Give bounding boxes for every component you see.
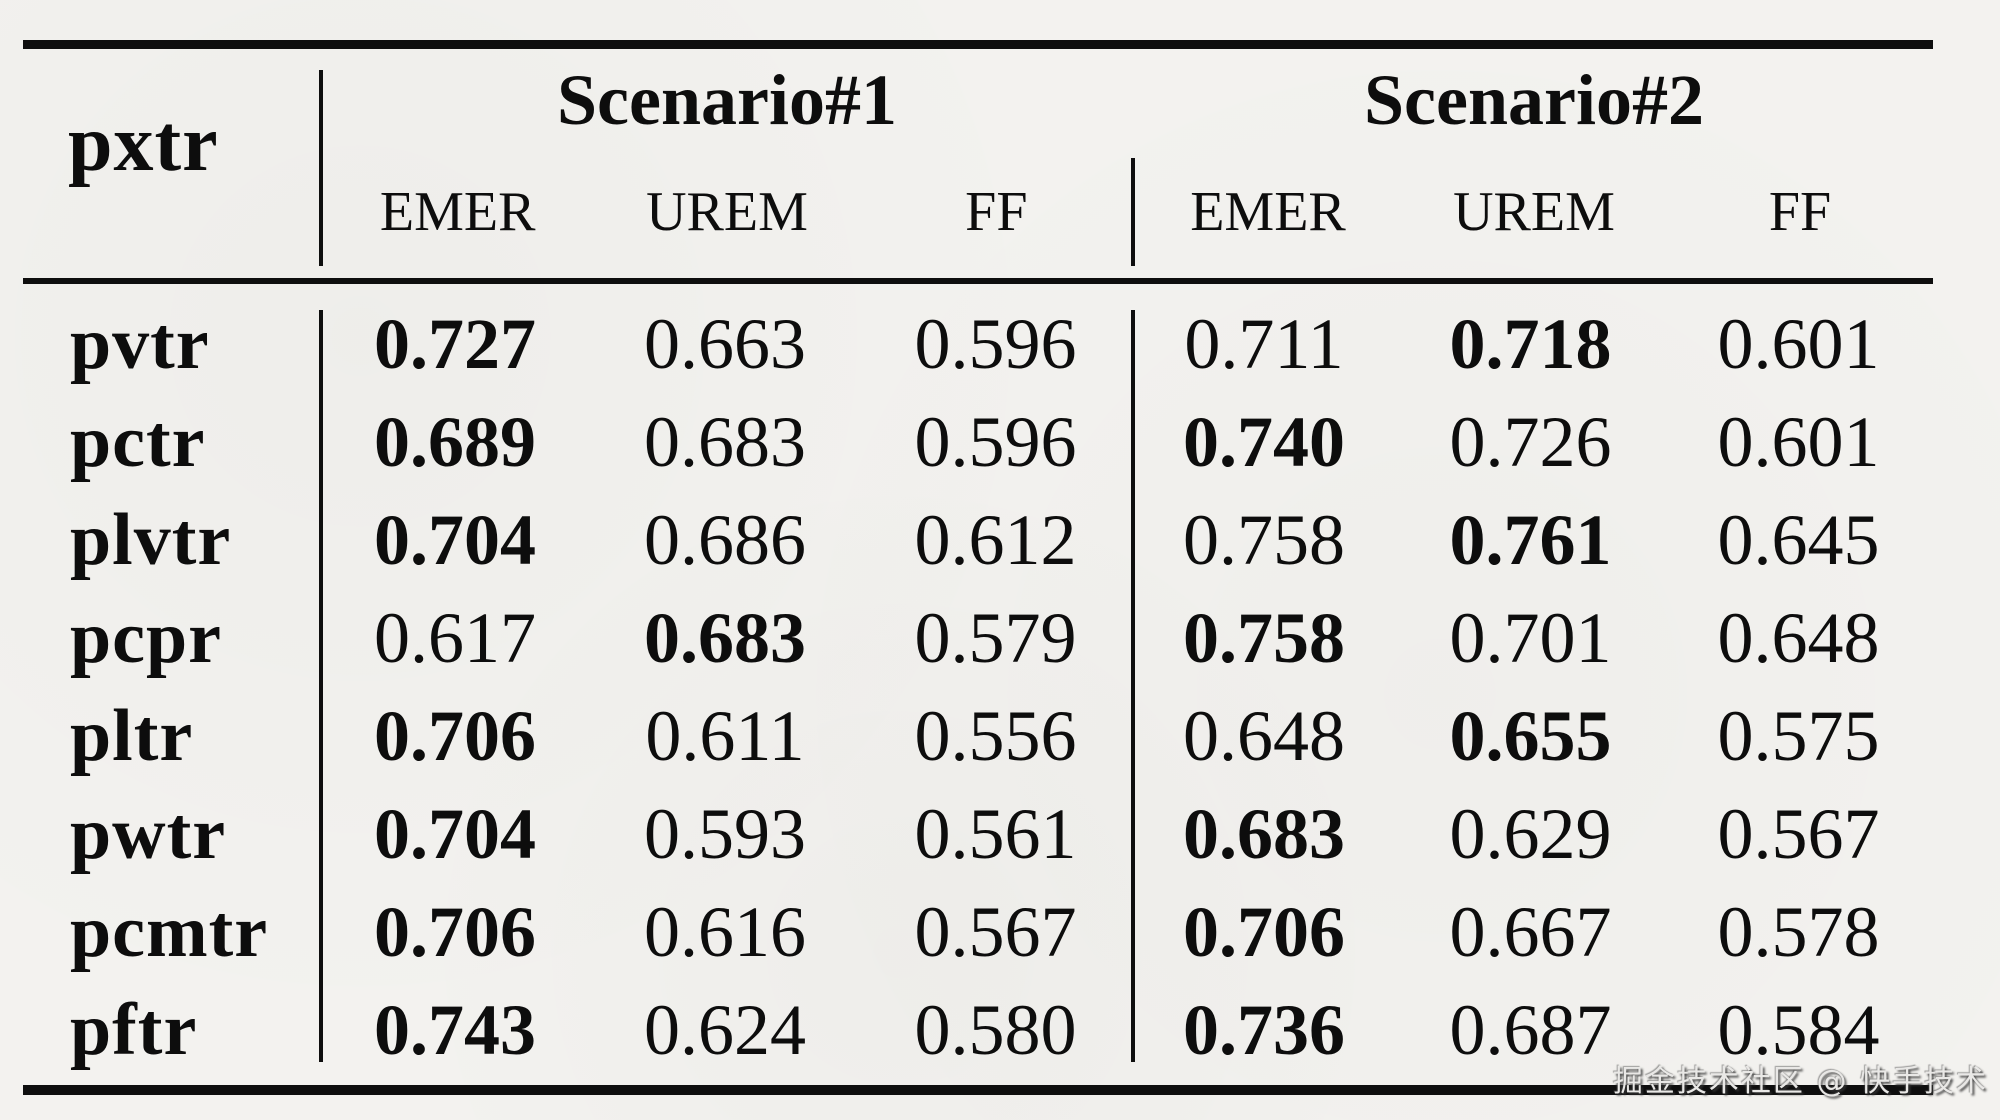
table-cell: 0.704 <box>374 500 536 580</box>
table-cell: 0.736 <box>1183 990 1345 1070</box>
row-label: pwtr <box>70 793 227 875</box>
corner-header-pxtr: pxtr <box>68 100 219 188</box>
table-cell: 0.718 <box>1449 304 1612 384</box>
subheader-row-scenario1: EMER UREM FF <box>323 184 1131 240</box>
table-cell: 0.726 <box>1449 402 1612 482</box>
table-cell: 0.601 <box>1717 304 1880 384</box>
row-label: pftr <box>70 989 198 1071</box>
table-cell: 0.580 <box>914 990 1077 1070</box>
col-header-ff-s1: FF <box>965 181 1028 243</box>
row-label: plvtr <box>70 499 232 581</box>
table-cell: 0.655 <box>1449 696 1612 776</box>
table-cell: 0.575 <box>1717 696 1880 776</box>
table-cell: 0.596 <box>914 402 1077 482</box>
header-separator-rule <box>23 278 1933 284</box>
table-cell: 0.704 <box>374 794 536 874</box>
table-cell: 0.687 <box>1449 990 1612 1070</box>
table-cell: 0.645 <box>1717 500 1880 580</box>
table-row: pctr 0.689 0.683 0.596 0.740 0.726 0.601 <box>23 393 1933 491</box>
table-cell: 0.740 <box>1183 402 1345 482</box>
bottom-rule <box>23 1085 1933 1095</box>
col-header-ff-s2: FF <box>1768 181 1832 243</box>
watermark: 掘金技术社区 @ 快手技术 <box>1612 1064 1988 1099</box>
table-row: pftr 0.743 0.624 0.580 0.736 0.687 0.584 <box>23 981 1933 1079</box>
table-row: pcmtr 0.706 0.616 0.567 0.706 0.667 0.578 <box>23 883 1933 981</box>
col-header-urem-s2: UREM <box>1453 181 1615 243</box>
table-row: pvtr 0.727 0.663 0.596 0.711 0.718 0.601 <box>23 295 1933 393</box>
table-cell: 0.706 <box>1183 892 1345 972</box>
col-header-urem-s1: UREM <box>646 181 808 243</box>
table-cell: 0.617 <box>374 598 536 678</box>
top-rule <box>23 40 1933 49</box>
table-cell: 0.556 <box>914 696 1077 776</box>
table-cell: 0.616 <box>644 892 806 972</box>
table-cell: 0.701 <box>1449 598 1612 678</box>
col-header-emer-s1: EMER <box>379 181 536 243</box>
table-cell: 0.624 <box>644 990 806 1070</box>
table-cell: 0.629 <box>1449 794 1612 874</box>
table-cell: 0.683 <box>644 402 806 482</box>
vertical-divider-left-header <box>319 70 323 266</box>
table-cell: 0.567 <box>1717 794 1880 874</box>
vertical-divider-middle-body <box>1131 310 1135 1062</box>
table-cell: 0.706 <box>374 696 536 776</box>
group-header-scenario1: Scenario#1 <box>557 60 897 140</box>
table-cell: 0.567 <box>914 892 1077 972</box>
table-cell: 0.561 <box>914 794 1077 874</box>
table-cell: 0.593 <box>644 794 806 874</box>
table-cell: 0.683 <box>644 598 806 678</box>
table-cell: 0.648 <box>1183 696 1345 776</box>
table-cell: 0.706 <box>374 892 536 972</box>
table-cell: 0.579 <box>914 598 1077 678</box>
table-row: pwtr 0.704 0.593 0.561 0.683 0.629 0.567 <box>23 785 1933 883</box>
vertical-divider-left-body <box>319 310 323 1062</box>
table-cell: 0.743 <box>374 990 536 1070</box>
table-cell: 0.758 <box>1183 500 1345 580</box>
table-cell: 0.612 <box>914 500 1077 580</box>
vertical-divider-middle-header <box>1131 158 1135 266</box>
table-cell: 0.711 <box>1184 304 1344 384</box>
table-cell: 0.601 <box>1717 402 1880 482</box>
row-label: pvtr <box>70 303 210 385</box>
row-label: pctr <box>70 401 206 483</box>
table-cell: 0.758 <box>1183 598 1345 678</box>
table-cell: 0.761 <box>1449 500 1612 580</box>
table-body: pvtr 0.727 0.663 0.596 0.711 0.718 0.601 pctr… <box>23 295 1933 1079</box>
group-header-scenario2: Scenario#2 <box>1364 60 1704 140</box>
subheader-row-scenario2: EMER UREM FF <box>1135 184 1933 240</box>
table-cell: 0.667 <box>1449 892 1612 972</box>
table-cell: 0.578 <box>1717 892 1880 972</box>
row-label: pcmtr <box>70 891 269 973</box>
table-cell: 0.727 <box>374 304 536 384</box>
table-row: pcpr 0.617 0.683 0.579 0.758 0.701 0.648 <box>23 589 1933 687</box>
table-cell: 0.663 <box>644 304 806 384</box>
table-cell: 0.596 <box>914 304 1077 384</box>
col-header-emer-s2: EMER <box>1190 181 1346 243</box>
table-cell: 0.584 <box>1717 990 1880 1070</box>
table-cell: 0.689 <box>374 402 536 482</box>
row-label: pcpr <box>70 597 222 679</box>
table-row: pltr 0.706 0.611 0.556 0.648 0.655 0.575 <box>23 687 1933 785</box>
table-row: plvtr 0.704 0.686 0.612 0.758 0.761 0.645 <box>23 491 1933 589</box>
table-cell: 0.611 <box>645 696 805 776</box>
table-cell: 0.686 <box>644 500 806 580</box>
table-cell: 0.648 <box>1717 598 1880 678</box>
row-label: pltr <box>70 695 194 777</box>
table-cell: 0.683 <box>1183 794 1345 874</box>
